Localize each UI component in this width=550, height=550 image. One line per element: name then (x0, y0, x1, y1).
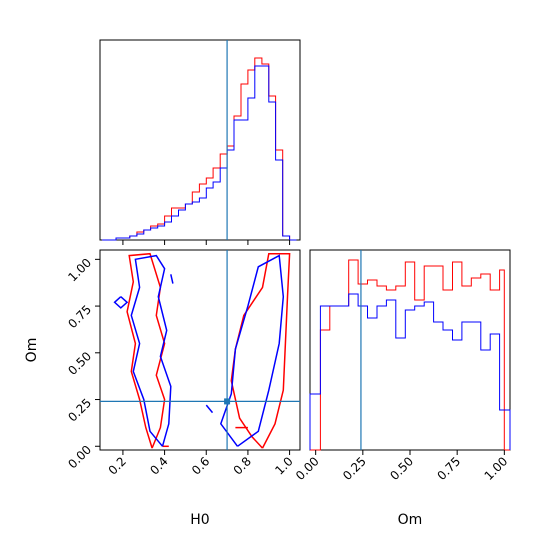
truth-marker (224, 398, 231, 405)
joint-xtick-label: 0.4 (147, 454, 170, 477)
h0-marginal-series-blue-step (102, 65, 297, 241)
contour-blue (130, 254, 172, 447)
contour-blue (219, 254, 285, 447)
joint-ytick-label: 0.75 (65, 302, 94, 331)
om-marginal-panel: 0.00 0.25 0.50 0.75 1.00 (293, 249, 511, 483)
h0-marginal-panel (99, 39, 301, 245)
joint-contours (113, 252, 291, 449)
om-marginal-series-red-step (310, 259, 510, 451)
h0-om-joint-panel: 0.2 0.4 0.6 0.8 1.0 0.00 0.25 0.50 0.75 1.00 (65, 249, 301, 478)
contour-red (126, 252, 166, 449)
x-axis-label-h0: H0 (190, 512, 209, 528)
joint-frame (99, 249, 301, 451)
h0-marginal-series-red-step (102, 57, 297, 241)
contour-blue (113, 296, 129, 309)
om-marginal-xtick-label: 0.00 (293, 454, 322, 483)
contour-blue (170, 274, 174, 284)
joint-ytick-label: 0.50 (65, 349, 94, 378)
joint-ytick-label: 0.25 (65, 396, 94, 425)
contour-blue (205, 404, 214, 414)
joint-xtick-label: 0.2 (106, 454, 129, 477)
contour-red (230, 252, 291, 449)
om-marginal-xtick-label: 0.50 (387, 454, 416, 483)
x-axis-label-om: Om (398, 512, 423, 528)
om-marginal-series-blue-step (309, 293, 511, 450)
y-axis-label: Om (24, 338, 40, 363)
joint-ytick-label: 1.00 (65, 256, 94, 285)
joint-xtick-label: 1.0 (272, 454, 295, 477)
om-marginal-xtick-label: 0.25 (340, 454, 369, 483)
h0-marginal-frame (99, 39, 301, 241)
om-marginal-xtick-label: 0.75 (435, 454, 464, 483)
joint-xtick-label: 0.6 (189, 454, 212, 477)
joint-ytick-label: 0.00 (65, 443, 94, 472)
om-marginal-frame (309, 249, 511, 451)
om-marginal-xtick-label: 1.00 (482, 454, 511, 483)
joint-xtick-label: 0.8 (231, 454, 254, 477)
